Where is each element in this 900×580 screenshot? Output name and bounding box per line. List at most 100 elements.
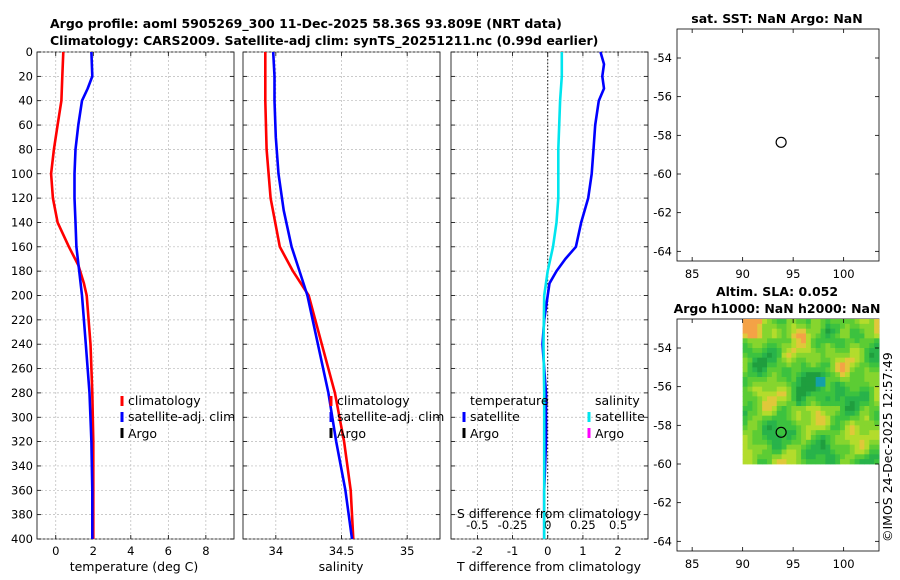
sla-cell — [820, 367, 826, 373]
sla-cell — [781, 362, 787, 368]
sla-cell — [752, 367, 758, 373]
sla-cell — [752, 420, 758, 426]
sla-cell — [835, 391, 841, 397]
sla-cell — [796, 410, 802, 417]
sla-cell — [844, 401, 851, 407]
sla-cell — [830, 406, 836, 412]
sla-cell — [835, 381, 841, 388]
sla-cell — [767, 372, 773, 378]
sla-cell — [742, 357, 748, 363]
sla-cell — [757, 449, 763, 455]
sla-cell — [869, 401, 875, 407]
sla-cell — [820, 430, 826, 436]
sla-cell — [869, 352, 875, 359]
sla-cell — [840, 454, 846, 460]
legend-t-satellite-label: satellite — [470, 409, 520, 424]
sla-cell — [781, 357, 787, 363]
temperature-legend: climatology satellite-adj. clim Argo — [120, 393, 235, 441]
sla-cell — [830, 444, 836, 450]
sla-cell — [767, 381, 773, 388]
sla-cell — [776, 343, 783, 349]
sla-cell — [830, 328, 836, 334]
sla-cell — [791, 381, 797, 388]
sla-cell — [854, 352, 860, 359]
sla-cell — [786, 410, 792, 417]
sla-cell — [801, 319, 807, 325]
sla-cell — [820, 333, 826, 339]
sla-cell — [757, 377, 763, 383]
y-tick-label: 400 — [11, 532, 33, 546]
sst_map-frame — [676, 28, 880, 262]
sla-cell — [762, 410, 768, 417]
sst-map-title: sat. SST: NaN Argo: NaN — [691, 11, 862, 26]
sla-cell — [820, 415, 826, 421]
sla-cell — [801, 420, 807, 426]
sla-cell — [747, 338, 753, 344]
sla-cell — [796, 415, 802, 421]
sla-cell — [810, 372, 817, 378]
sla-cell — [859, 410, 865, 417]
sla-cell — [849, 381, 856, 388]
sla-cell — [864, 444, 870, 450]
sla-cell — [752, 377, 758, 383]
legend-s-argo-label: Argo — [595, 426, 624, 441]
sla-cell — [849, 435, 856, 441]
sla-cell — [815, 420, 821, 426]
sla-cell — [830, 367, 836, 373]
sla-cell — [859, 386, 865, 392]
sla-cell — [786, 333, 792, 339]
sla-cell — [810, 357, 817, 363]
sla-cell — [796, 323, 802, 330]
sla-cell — [844, 425, 851, 431]
sla-cell — [752, 372, 758, 378]
sla-cell — [762, 439, 768, 446]
sla-cell — [815, 415, 821, 421]
sla-cell — [752, 444, 758, 450]
sla-cell — [835, 362, 841, 368]
sla-cell — [840, 410, 846, 417]
sla-cell — [835, 406, 841, 412]
sla-cell — [801, 439, 807, 446]
sla-cell — [874, 406, 880, 412]
sla-cell — [801, 425, 807, 431]
sla-cell — [767, 338, 773, 344]
sla-cell — [747, 439, 753, 446]
sla-cell — [742, 425, 748, 431]
sla-cell — [791, 425, 797, 431]
sla-cell — [869, 420, 875, 426]
sla-cell — [830, 401, 836, 407]
sla-cell — [801, 323, 807, 330]
sla-cell — [864, 406, 870, 412]
sla-cell — [781, 420, 787, 426]
sla-cell — [825, 401, 831, 407]
sla-cell — [786, 444, 792, 450]
sla-cell — [854, 333, 860, 339]
sla-cell — [835, 420, 841, 426]
sla-cell — [801, 377, 807, 383]
sla-cell — [820, 401, 826, 407]
sla-cell — [791, 415, 797, 421]
sla-cell — [849, 357, 856, 363]
sla-cell — [859, 338, 865, 344]
sla-cell — [820, 323, 826, 330]
sla-cell — [854, 348, 860, 354]
series-line-satellite-adj-clim — [73, 51, 94, 539]
sla-cell — [810, 323, 817, 330]
sla-cell — [840, 372, 846, 378]
sla-cell — [786, 367, 792, 373]
sla-cell — [854, 367, 860, 373]
x-tick-label: 95 — [786, 267, 801, 281]
sla-cell — [820, 343, 826, 349]
sla-cell — [835, 401, 841, 407]
sla-cell — [810, 391, 817, 397]
sla-cell — [767, 444, 773, 450]
sla-cell — [815, 323, 821, 330]
sla-cell — [825, 348, 831, 354]
sla-cell — [791, 328, 797, 334]
sla-cell — [815, 449, 821, 455]
sla-cell — [781, 444, 787, 450]
sla-cell — [742, 410, 748, 417]
sla-cell — [771, 410, 778, 417]
sla-cell — [849, 328, 856, 334]
sla-cell — [874, 381, 880, 388]
